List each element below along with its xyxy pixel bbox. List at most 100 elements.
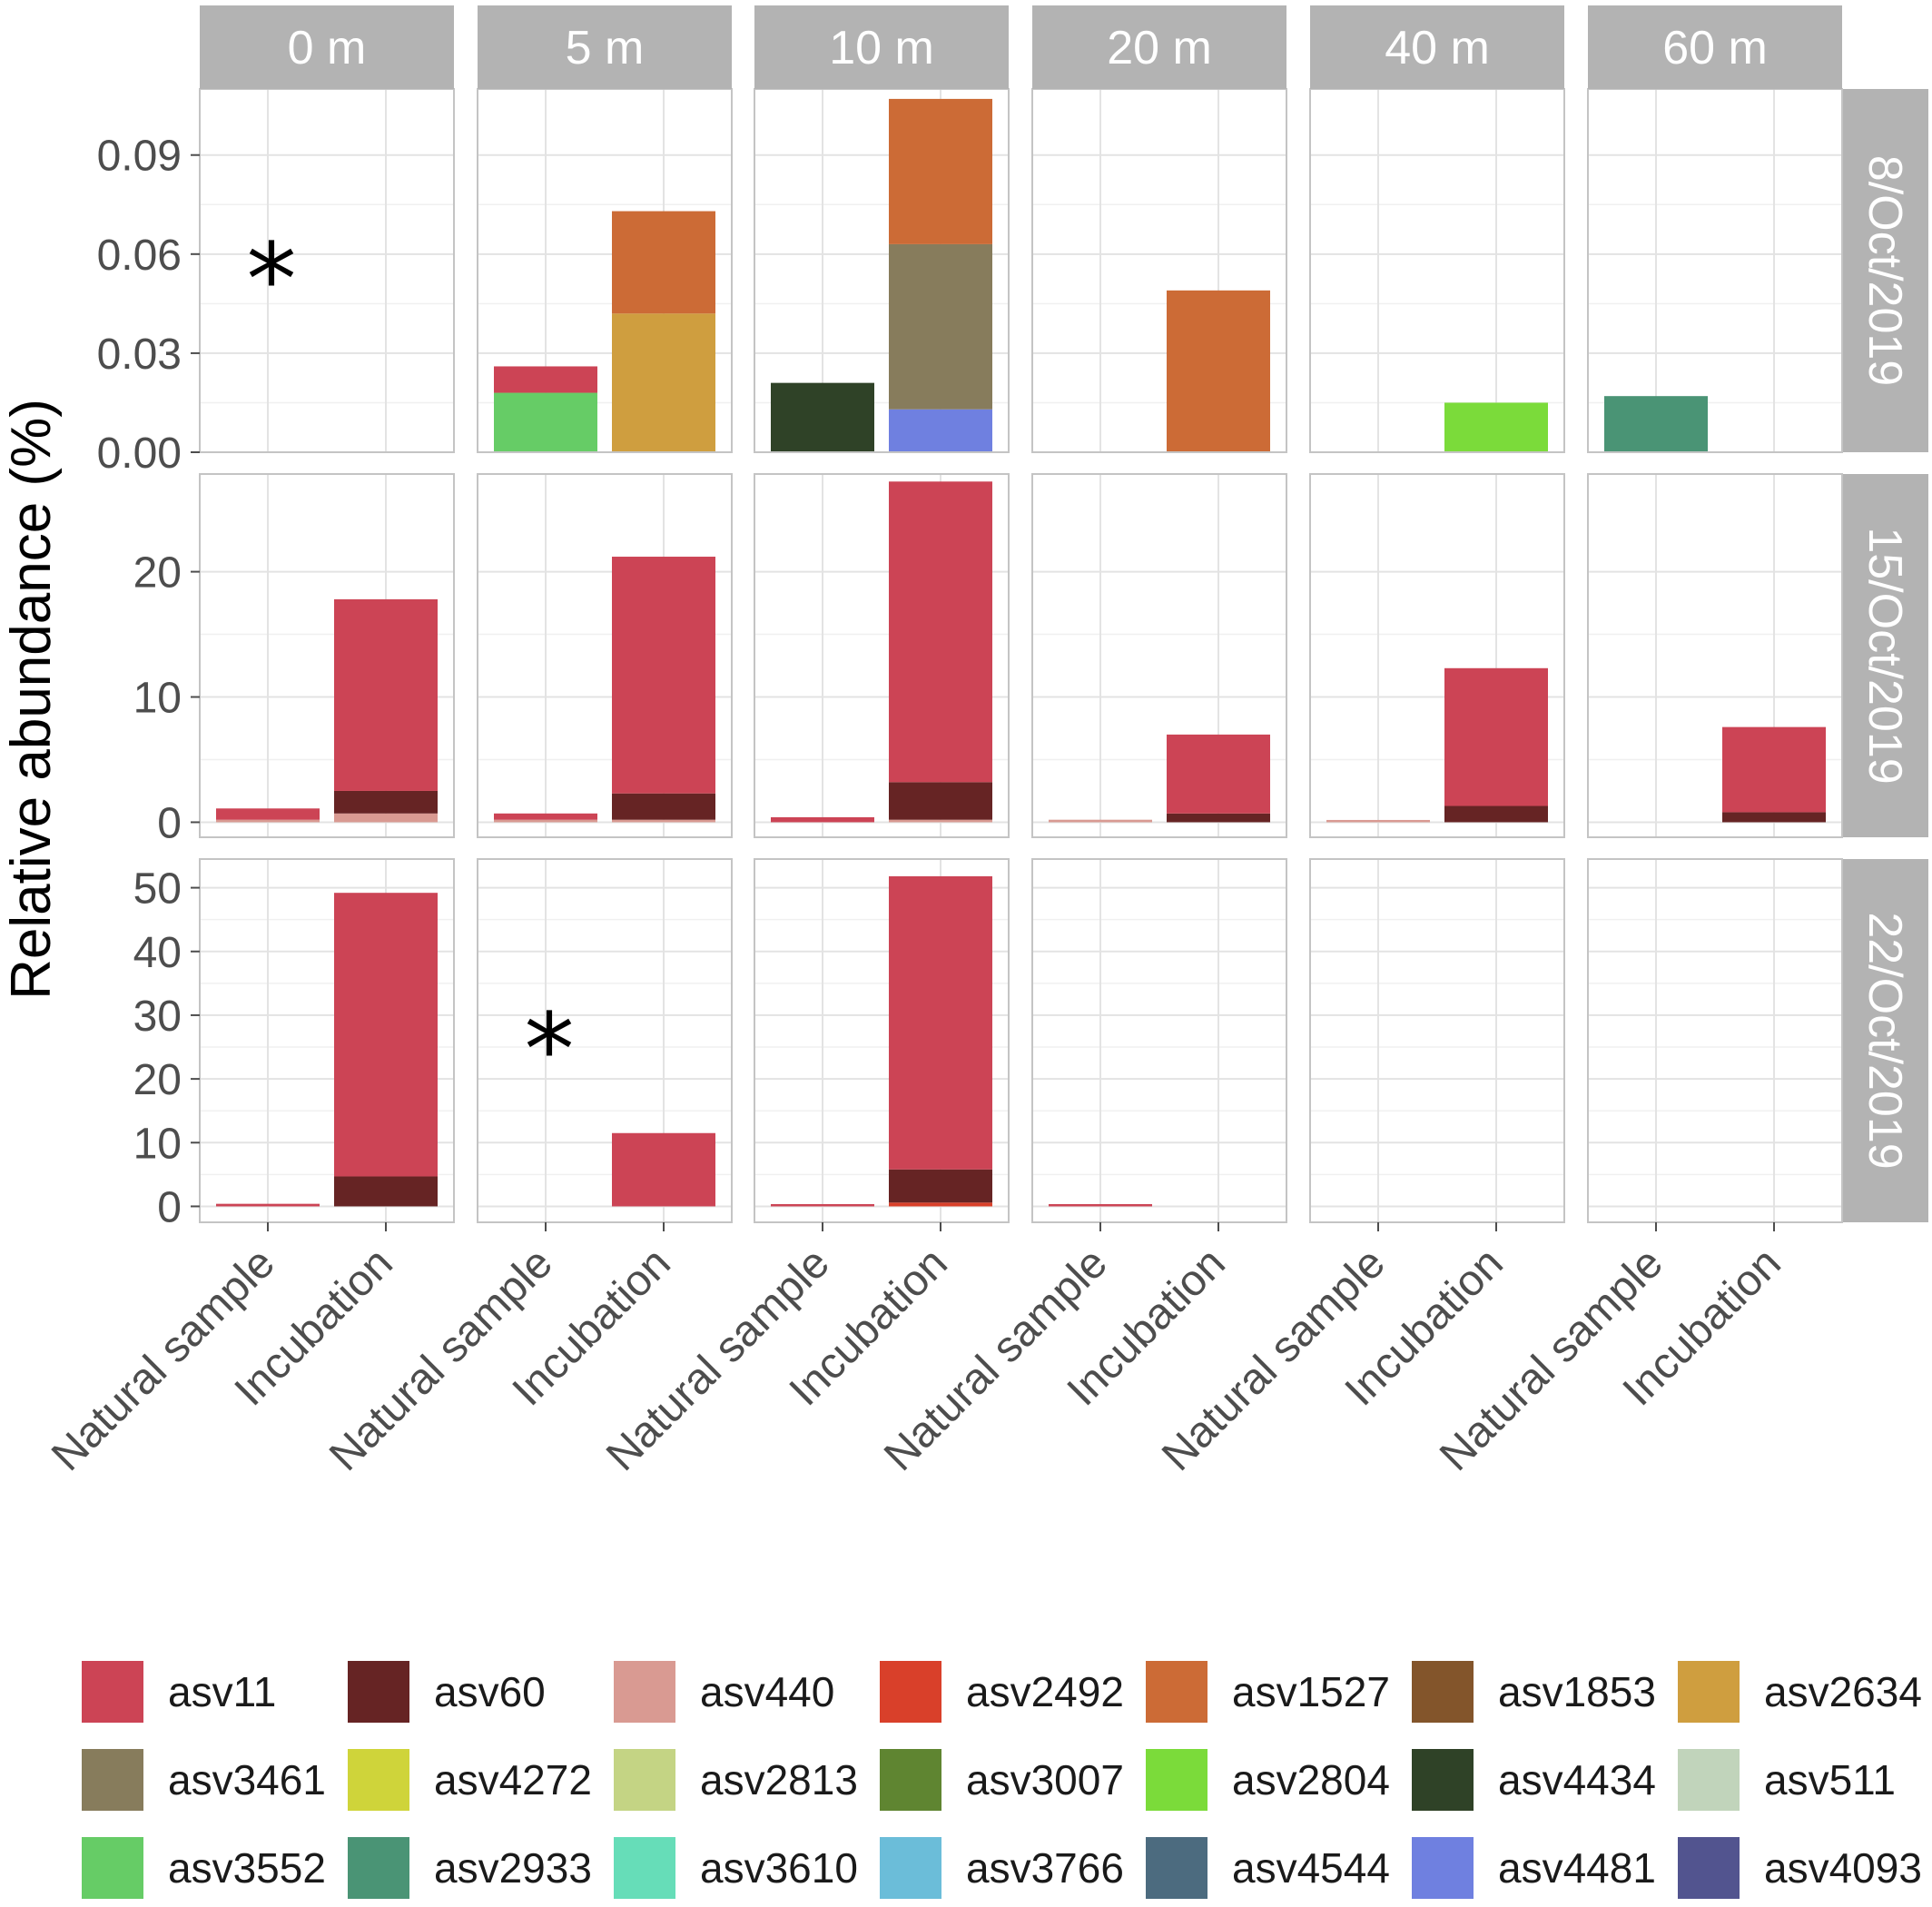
- column-strip: [200, 5, 454, 89]
- y-tick-label: 0: [157, 799, 182, 847]
- panel-border: [1309, 858, 1565, 1223]
- legend-label: asv440: [700, 1668, 834, 1715]
- bars: **: [216, 98, 1826, 1207]
- legend-label: asv2804: [1232, 1756, 1390, 1803]
- legend-label: asv2813: [700, 1756, 858, 1803]
- legend-label: asv11: [168, 1668, 276, 1715]
- bar-segment-asv11: [771, 1203, 874, 1207]
- column-strip: [478, 5, 732, 89]
- column-strip-label: 20 m: [1107, 22, 1212, 74]
- legend-key-asv4481: [1412, 1837, 1474, 1899]
- bar-segment-asv1527: [612, 211, 715, 314]
- panel-background: [1310, 859, 1564, 1222]
- bar-segment-asv60: [1444, 805, 1548, 823]
- panel-border: [199, 473, 455, 838]
- row-strip: [1843, 859, 1928, 1222]
- y-tick-label: 30: [133, 993, 182, 1041]
- y-tick-label: 20: [133, 549, 182, 598]
- legend-key-asv1527: [1146, 1661, 1208, 1723]
- column-strip: [1310, 5, 1564, 89]
- bar-segment-asv60: [1722, 812, 1826, 823]
- panel-background: [200, 89, 454, 452]
- significance-star: *: [247, 222, 297, 338]
- legend-key-asv2933: [348, 1837, 409, 1899]
- legend-label: asv511: [1764, 1756, 1896, 1803]
- column-strip-label: 5 m: [566, 22, 645, 74]
- y-tick-label: 10: [133, 675, 182, 723]
- panel-border: [1309, 473, 1565, 838]
- legend-label: asv3766: [966, 1844, 1124, 1892]
- facet-strips: 0 m 5 m 10 m 20 m 40 m 60 m 8/Oct/2019 15/Oct/2…: [200, 5, 1928, 1222]
- row-strip-label: 8/Oct/2019: [1858, 155, 1911, 386]
- legend-key-asv4434: [1412, 1749, 1474, 1811]
- panel-background: [1588, 89, 1842, 452]
- panel-border: [1031, 858, 1287, 1223]
- bar-segment-asv11: [216, 808, 320, 820]
- y-tick-label: 10: [133, 1120, 182, 1168]
- bar-segment-asv2804: [1444, 402, 1548, 452]
- legend-key-asv3007: [880, 1749, 941, 1811]
- y-tick-label: 0: [157, 1183, 182, 1231]
- column-strip-label: 60 m: [1662, 22, 1768, 74]
- legend: asv11 asv60 asv440 asv2492 asv1527 asv1853 asv…: [82, 1661, 1922, 1899]
- legend-label: asv2492: [966, 1668, 1124, 1715]
- legend-key-asv2492: [880, 1661, 941, 1723]
- legend-key-asv4544: [1146, 1837, 1208, 1899]
- panel-border: [1587, 858, 1843, 1223]
- legend-key-asv3461: [82, 1749, 143, 1811]
- bar-segment-asv1527: [889, 98, 992, 244]
- panel-border: [199, 858, 455, 1223]
- bar-segment-asv11: [612, 1132, 715, 1207]
- bar-segment-asv11: [889, 481, 992, 783]
- bar-segment-asv4434: [771, 382, 874, 452]
- legend-label: asv4272: [434, 1756, 592, 1803]
- row-strip-label: 15/Oct/2019: [1858, 527, 1911, 784]
- bar-segment-asv60: [889, 782, 992, 820]
- bar-segment-asv11: [494, 366, 597, 393]
- bar-segment-asv60: [612, 793, 715, 820]
- y-axis-title: Relative abundance (%): [0, 399, 63, 1000]
- legend-key-asv4093: [1678, 1837, 1740, 1899]
- bar-segment-asv440: [1326, 819, 1430, 823]
- bar-segment-asv440: [1049, 819, 1152, 823]
- column-strip-label: 0 m: [288, 22, 367, 74]
- legend-label: asv4093: [1764, 1844, 1922, 1892]
- legend-key-asv2804: [1146, 1749, 1208, 1811]
- column-strip-label: 10 m: [829, 22, 934, 74]
- legend-label: asv3461: [168, 1756, 326, 1803]
- bar-segment-asv60: [334, 790, 438, 814]
- column-strip-label: 40 m: [1385, 22, 1490, 74]
- y-tick-label: 0.00: [97, 430, 182, 478]
- column-strip: [1032, 5, 1286, 89]
- legend-label: asv4481: [1498, 1844, 1656, 1892]
- y-tick-label: 50: [133, 865, 182, 914]
- bar-segment-asv2933: [1604, 396, 1708, 452]
- bar-segment-asv11: [334, 893, 438, 1177]
- bar-segment-asv11: [612, 557, 715, 794]
- row-strip-label: 22/Oct/2019: [1858, 912, 1911, 1169]
- y-tick-label: 20: [133, 1056, 182, 1104]
- column-strip: [754, 5, 1009, 89]
- legend-key-asv60: [348, 1661, 409, 1723]
- bar-segment-asv440: [334, 813, 438, 823]
- bar-segment-asv440: [889, 819, 992, 823]
- panel-border: [477, 858, 733, 1223]
- panel-border: [754, 858, 1010, 1223]
- panel-border: [754, 473, 1010, 838]
- bar-segment-asv11: [334, 598, 438, 791]
- legend-label: asv3007: [966, 1756, 1124, 1803]
- bar-segment-asv3461: [889, 243, 992, 410]
- bar-segment-asv11: [1049, 1203, 1152, 1207]
- legend-label: asv1527: [1232, 1668, 1390, 1715]
- legend-label: asv4544: [1232, 1844, 1390, 1892]
- significance-star: *: [525, 992, 575, 1108]
- row-strip: [1843, 474, 1928, 837]
- bar-segment-asv60: [1167, 813, 1270, 823]
- legend-label: asv4434: [1498, 1756, 1656, 1803]
- bar-segment-asv440: [612, 819, 715, 823]
- row-strip: [1843, 89, 1928, 452]
- bar-segment-asv440: [216, 819, 320, 823]
- bar-segment-asv1527: [1167, 290, 1270, 452]
- y-tick-label: 40: [133, 929, 182, 977]
